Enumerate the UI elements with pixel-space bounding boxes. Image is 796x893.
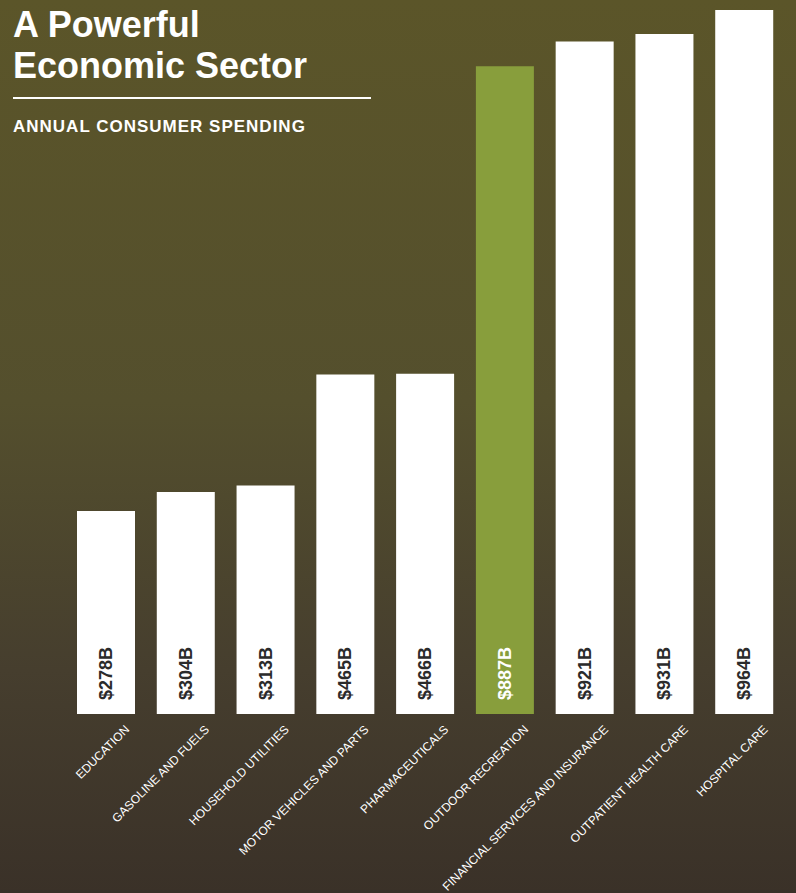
svg-text:PHARMACEUTICALS: PHARMACEUTICALS [358, 722, 452, 816]
svg-text:OUTDOOR RECREATION: OUTDOOR RECREATION [420, 722, 532, 834]
svg-text:$964B: $964B [734, 647, 754, 700]
svg-text:HOUSEHOLD UTILITIES: HOUSEHOLD UTILITIES [186, 722, 292, 829]
svg-text:EDUCATION: EDUCATION [73, 722, 132, 781]
html-text:ANNUAL CONSUMER SPENDING: ANNUAL CONSUMER SPENDING [13, 116, 306, 136]
svg-text:GASOLINE AND FUELS: GASOLINE AND FUELS [109, 722, 212, 826]
svg-text:OUTPATIENT HEALTH CARE: OUTPATIENT HEALTH CARE [567, 722, 690, 845]
svg-text:HOSPITAL CARE: HOSPITAL CARE [694, 722, 771, 799]
svg-text:$466B: $466B [415, 647, 435, 700]
svg-text:$313B: $313B [256, 647, 276, 700]
svg-text:$278B: $278B [96, 647, 116, 700]
svg-text:$887B: $887B [495, 647, 515, 700]
svg-text:$921B: $921B [575, 647, 595, 700]
svg-text:$304B: $304B [176, 647, 196, 700]
html-text:A Powerful Economic Sector: A Powerful Economic Sector [13, 4, 308, 87]
svg-text:$931B: $931B [654, 647, 674, 700]
svg-text:$465B: $465B [335, 647, 355, 700]
svg-text:FINANCIAL SERVICES AND INSURAN: FINANCIAL SERVICES AND INSURANCE [440, 722, 611, 893]
svg-text:MOTOR VEHICLES AND PARTS: MOTOR VEHICLES AND PARTS [236, 722, 371, 857]
